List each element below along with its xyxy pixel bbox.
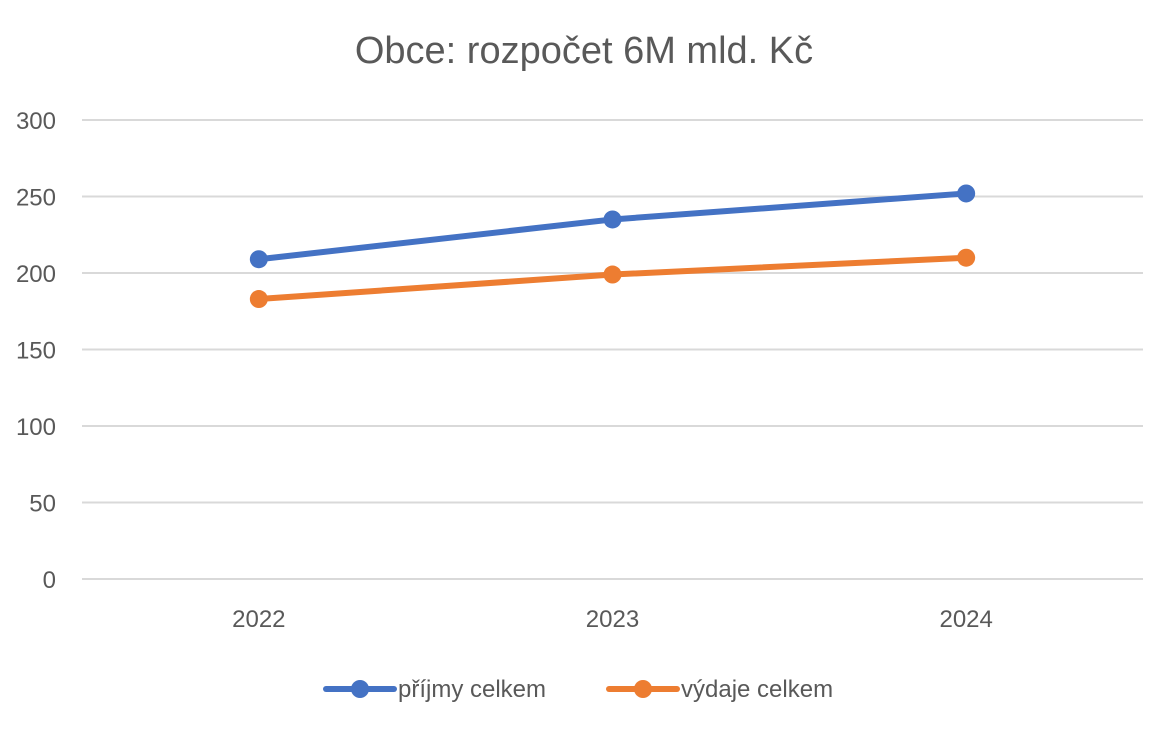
data-point [603,210,622,229]
x-tick-label: 2022 [232,606,285,633]
data-point [957,184,976,203]
y-tick-label: 150 [16,338,56,365]
x-axis-ticks: 2022 2023 2024 [232,606,993,633]
legend-item: výdaje celkem [606,676,833,703]
x-tick-label: 2023 [586,606,639,633]
legend-item: příjmy celkem [323,676,546,703]
data-point [249,290,268,309]
data-point [249,250,268,269]
legend-marker [634,680,652,698]
gridlines [82,119,1143,580]
legend: příjmy celkem výdaje celkem [323,676,833,703]
y-tick-label: 300 [16,108,56,135]
series-1 [249,184,976,269]
x-tick-label: 2024 [939,606,992,633]
y-tick-label: 200 [16,261,56,288]
data-point [603,265,622,284]
legend-marker [351,680,369,698]
legend-label: výdaje celkem [681,676,833,703]
y-tick-label: 0 [43,567,56,594]
chart-title: Obce: rozpočet 6M mld. Kč [355,30,813,72]
series-lines [249,184,976,309]
y-tick-label: 100 [16,414,56,441]
y-axis-ticks: 0 50 100 150 200 250 300 [16,108,56,594]
data-point [957,248,976,267]
series-2 [249,248,976,309]
legend-label: příjmy celkem [398,676,546,703]
y-tick-label: 250 [16,185,56,212]
y-tick-label: 50 [29,491,56,518]
